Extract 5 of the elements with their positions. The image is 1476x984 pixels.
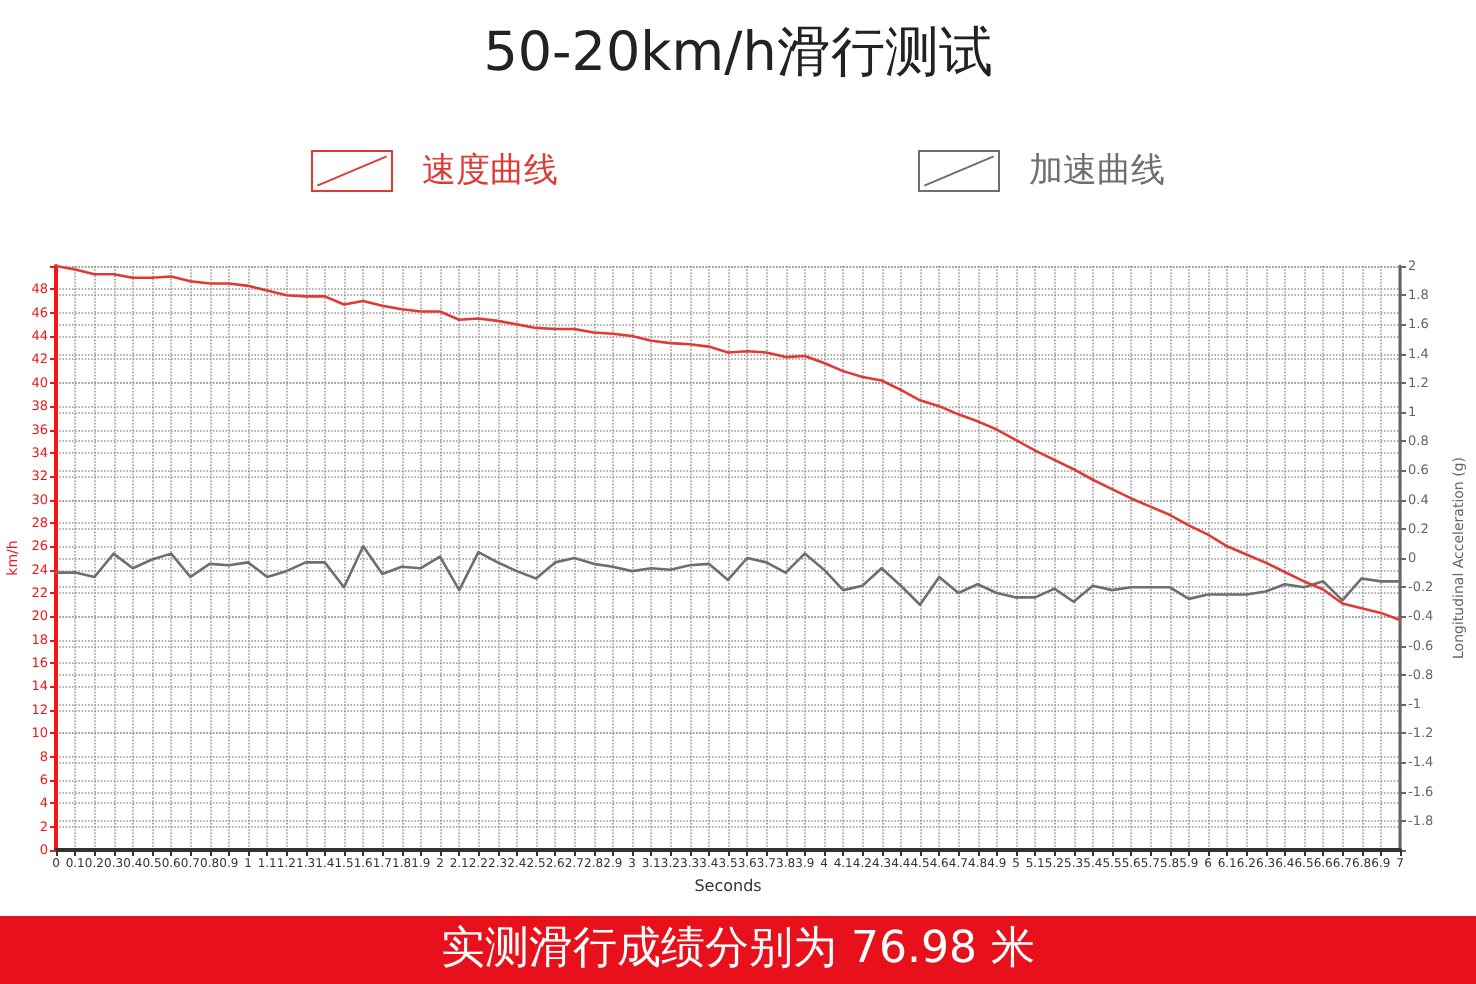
- legend-label: 加速曲线: [1029, 151, 1165, 191]
- legend-label: 速度曲线: [422, 151, 558, 191]
- x-axis-title: Seconds: [694, 877, 762, 895]
- chart-title: 50-20km/h滑行测试: [483, 22, 993, 84]
- text: 实测滑行成绩分别为 76.98 米: [0, 916, 1476, 984]
